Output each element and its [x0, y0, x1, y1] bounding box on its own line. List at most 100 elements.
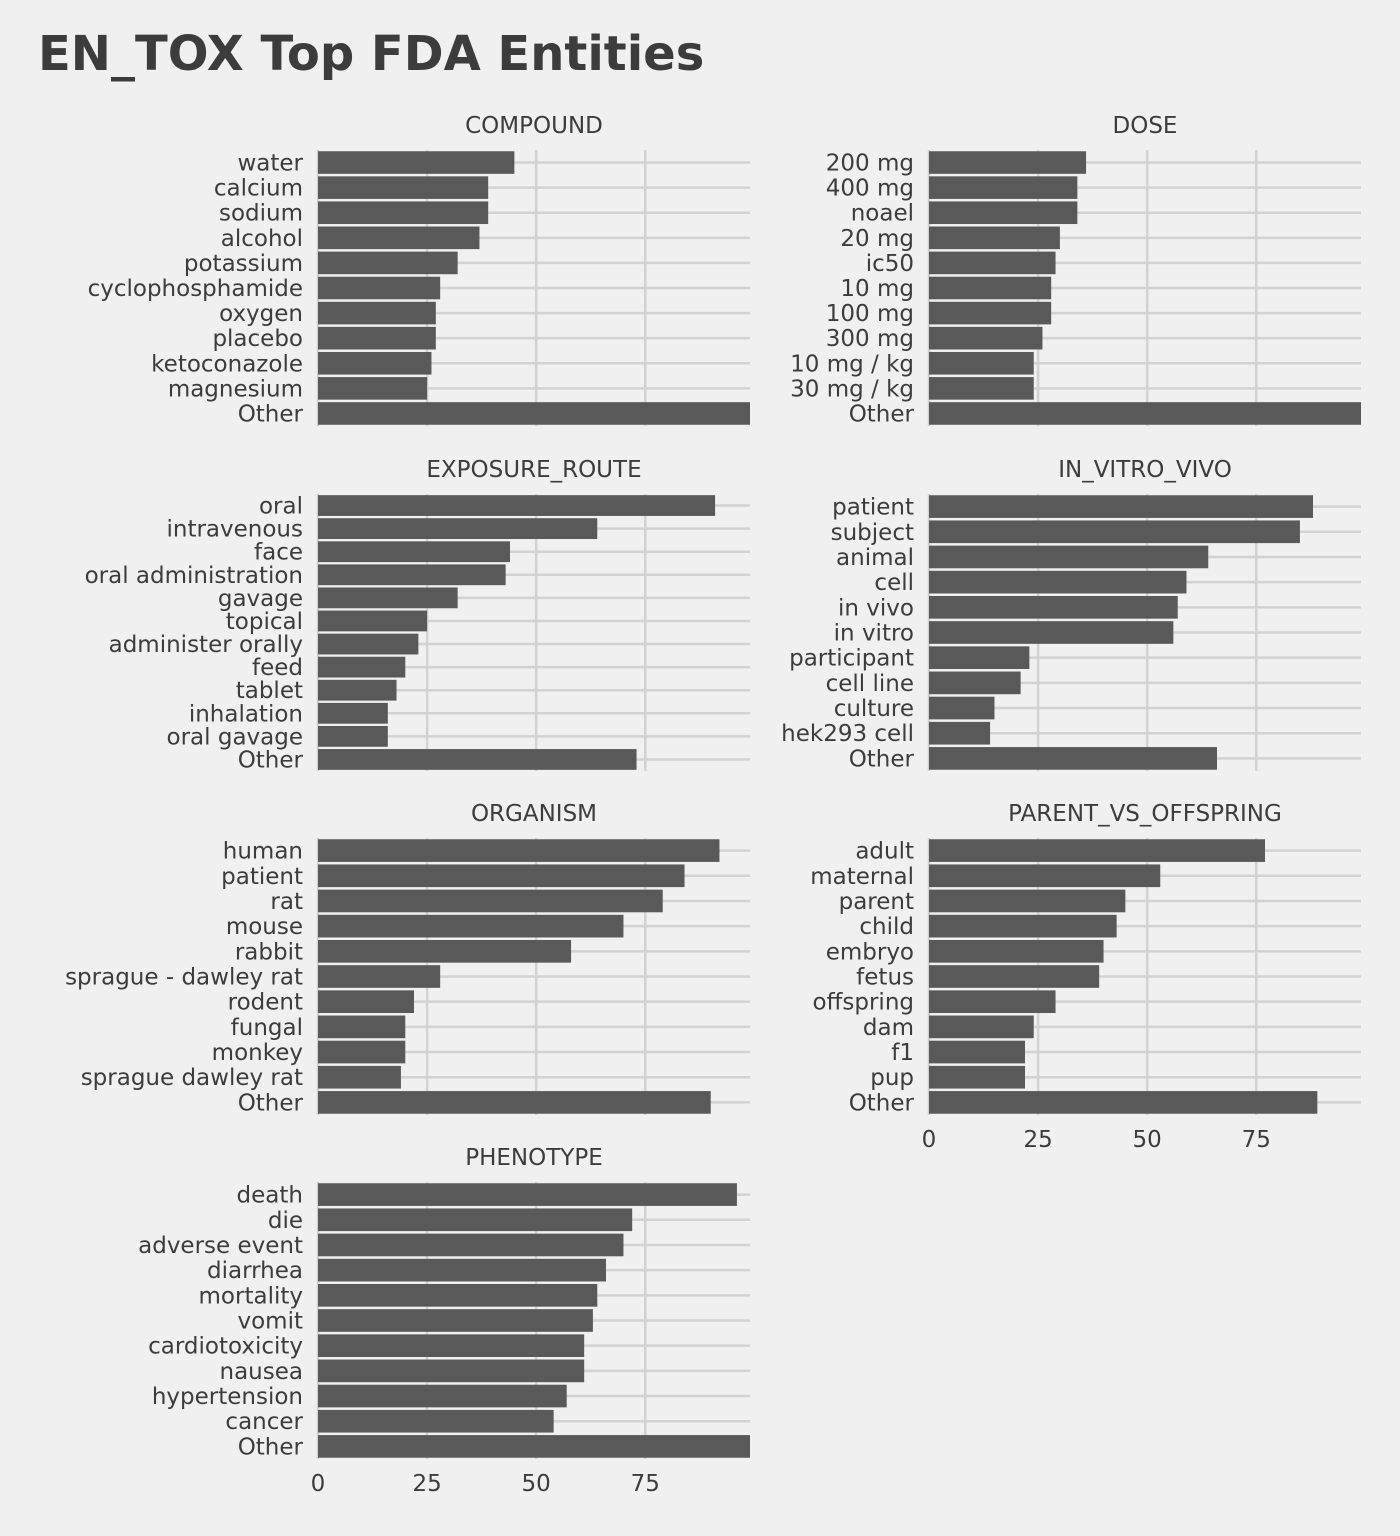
category-label-exposure-route-oral-administration: oral administration	[85, 563, 303, 589]
bar-in-vitro-vivo-in-vivo	[929, 595, 1178, 619]
facet-title-in-vitro-vivo: IN_VITRO_VIVO	[1058, 457, 1232, 483]
bar-phenotype-other	[318, 1435, 750, 1458]
category-label-exposure-route-other: Other	[238, 747, 304, 773]
category-label-organism-rat: rat	[270, 889, 303, 915]
category-label-organism-sprague-dawley-rat: sprague dawley rat	[81, 1065, 303, 1091]
bar-exposure-route-oral-administration	[318, 564, 506, 586]
category-label-dose-10-mg-kg: 10 mg / kg	[790, 351, 914, 377]
bar-dose-10-mg-kg	[929, 351, 1034, 375]
bar-parent-vs-offspring-parent	[929, 889, 1126, 913]
category-label-dose-400-mg: 400 mg	[826, 176, 914, 202]
category-label-in-vitro-vivo-cell-line: cell line	[826, 671, 914, 697]
bar-phenotype-adverse-event	[318, 1233, 624, 1257]
category-label-in-vitro-vivo-subject: subject	[831, 520, 914, 546]
bar-phenotype-cardiotoxicity	[318, 1334, 585, 1358]
bar-dose-300-mg	[929, 326, 1043, 350]
category-label-dose-ic50: ic50	[866, 251, 914, 277]
bar-organism-sprague-dawley-rat	[318, 965, 441, 988]
category-label-organism-rabbit: rabbit	[235, 939, 303, 965]
bar-phenotype-nausea	[318, 1359, 585, 1383]
category-label-exposure-route-topical: topical	[226, 609, 303, 635]
category-label-parent-vs-offspring-other: Other	[849, 1090, 915, 1116]
bar-in-vitro-vivo-animal	[929, 545, 1209, 569]
bar-dose-10-mg	[929, 276, 1052, 300]
category-label-exposure-route-inhalation: inhalation	[189, 701, 303, 727]
category-label-parent-vs-offspring-f1: f1	[891, 1040, 914, 1066]
bar-compound-calcium	[318, 176, 489, 199]
bar-dose-200-mg	[929, 151, 1087, 174]
category-label-compound-potassium: potassium	[184, 251, 303, 277]
category-label-organism-other: Other	[238, 1090, 304, 1116]
bar-dose-400-mg	[929, 176, 1078, 199]
bar-parent-vs-offspring-other	[929, 1091, 1318, 1114]
facet-title-phenotype: PHENOTYPE	[465, 1145, 603, 1171]
bar-parent-vs-offspring-child	[929, 914, 1117, 938]
x-tick-label-phenotype-75: 75	[631, 1471, 660, 1497]
category-label-phenotype-cardiotoxicity: cardiotoxicity	[148, 1334, 303, 1360]
bar-in-vitro-vivo-other	[929, 747, 1217, 770]
category-label-organism-patient: patient	[221, 864, 303, 890]
category-label-phenotype-mortality: mortality	[199, 1283, 303, 1309]
category-label-dose-30-mg-kg: 30 mg / kg	[790, 376, 914, 402]
facet-title-compound: COMPOUND	[465, 113, 603, 139]
bar-dose-30-mg-kg	[929, 377, 1034, 400]
bar-parent-vs-offspring-f1	[929, 1040, 1025, 1064]
bar-compound-other	[318, 402, 750, 425]
category-label-parent-vs-offspring-embryo: embryo	[826, 939, 914, 965]
category-label-phenotype-die: die	[268, 1208, 303, 1234]
category-label-dose-200-mg: 200 mg	[826, 151, 914, 177]
category-label-exposure-route-face: face	[254, 540, 303, 566]
category-label-exposure-route-oral: oral	[259, 494, 303, 520]
category-label-phenotype-death: death	[237, 1183, 303, 1209]
bar-in-vitro-vivo-cell	[929, 570, 1187, 594]
category-label-phenotype-nausea: nausea	[220, 1359, 303, 1385]
bar-dose-100-mg	[929, 301, 1052, 325]
category-label-parent-vs-offspring-maternal: maternal	[810, 864, 914, 890]
category-label-in-vitro-vivo-in-vivo: in vivo	[838, 595, 914, 621]
category-label-dose-other: Other	[849, 401, 915, 427]
category-label-parent-vs-offspring-child: child	[859, 914, 914, 940]
x-tick-label-phenotype-0: 0	[311, 1471, 326, 1497]
category-label-organism-monkey: monkey	[212, 1040, 303, 1066]
category-label-parent-vs-offspring-adult: adult	[855, 839, 914, 865]
bar-phenotype-mortality	[318, 1283, 598, 1307]
bar-exposure-route-other	[318, 749, 637, 770]
category-label-exposure-route-feed: feed	[252, 655, 303, 681]
bar-organism-rat	[318, 889, 663, 913]
category-label-parent-vs-offspring-parent: parent	[839, 889, 914, 915]
category-label-exposure-route-intravenous: intravenous	[166, 517, 303, 543]
category-label-organism-mouse: mouse	[226, 914, 303, 940]
bar-dose-noael	[929, 201, 1078, 225]
bar-organism-sprague-dawley-rat	[318, 1065, 401, 1089]
category-label-compound-calcium: calcium	[214, 176, 303, 202]
category-label-dose-20-mg: 20 mg	[840, 226, 914, 252]
category-label-compound-magnesium: magnesium	[168, 376, 303, 402]
category-label-in-vitro-vivo-culture: culture	[834, 696, 914, 722]
bar-organism-rodent	[318, 990, 414, 1014]
bar-exposure-route-gavage	[318, 587, 458, 609]
bar-compound-oxygen	[318, 301, 436, 325]
category-label-dose-300-mg: 300 mg	[826, 326, 914, 352]
facet-title-dose: DOSE	[1113, 113, 1178, 139]
bar-exposure-route-administer-orally	[318, 633, 419, 655]
bar-compound-sodium	[318, 201, 489, 225]
category-label-in-vitro-vivo-animal: animal	[836, 545, 914, 571]
bar-phenotype-death	[318, 1183, 737, 1206]
category-label-compound-ketoconazole: ketoconazole	[151, 351, 303, 377]
category-label-dose-noael: noael	[851, 201, 914, 227]
bar-exposure-route-topical	[318, 610, 428, 632]
category-label-dose-100-mg: 100 mg	[826, 301, 914, 327]
category-label-in-vitro-vivo-patient: patient	[832, 495, 914, 521]
category-label-exposure-route-oral-gavage: oral gavage	[167, 724, 303, 750]
bar-organism-rabbit	[318, 939, 572, 963]
category-label-parent-vs-offspring-fetus: fetus	[856, 965, 914, 991]
category-label-in-vitro-vivo-other: Other	[849, 746, 915, 772]
bar-compound-potassium	[318, 251, 458, 275]
bar-dose-ic50	[929, 251, 1056, 275]
bar-exposure-route-feed	[318, 656, 406, 678]
bar-in-vitro-vivo-participant	[929, 646, 1030, 670]
bar-exposure-route-face	[318, 541, 510, 563]
category-label-parent-vs-offspring-pup: pup	[870, 1065, 914, 1091]
category-label-dose-10-mg: 10 mg	[840, 276, 914, 302]
